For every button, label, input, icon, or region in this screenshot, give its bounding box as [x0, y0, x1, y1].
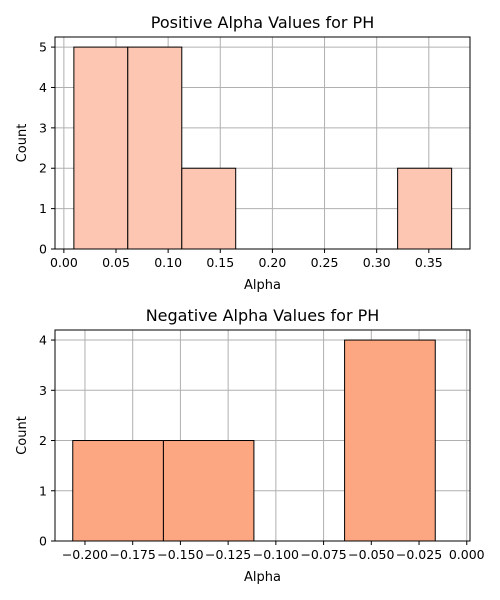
x-tick-label: 0.35 [415, 255, 443, 270]
x-axis-label: Alpha [244, 570, 281, 585]
y-tick-label: 4 [39, 80, 47, 95]
histogram-bar [397, 167, 453, 250]
y-tick-label: 4 [39, 333, 47, 348]
histogram-bar [344, 339, 436, 542]
x-tick-label: 0.00 [50, 255, 78, 270]
x-tick-label: 0.20 [258, 255, 286, 270]
histogram-bar [181, 167, 237, 250]
negative-alpha-chart: −0.200 −0.175 −0.150 −0.125 −0.100 −0.075 −0.0… [15, 306, 485, 585]
x-tick-label: 0.30 [363, 255, 391, 270]
y-tick-label: 2 [39, 433, 47, 448]
bars [72, 339, 436, 542]
x-tick-label: 0.05 [102, 255, 130, 270]
x-tick-label: 0.25 [311, 255, 339, 270]
y-tick-label: 0 [39, 534, 47, 549]
bars [73, 46, 453, 250]
axes-frame [54, 36, 471, 250]
histogram-bar [127, 46, 183, 250]
axes-frame [54, 329, 471, 542]
histogram-bar [72, 440, 164, 542]
x-axis-label: Alpha [244, 278, 281, 293]
x-tick-label: −0.050 [348, 547, 394, 562]
histogram-bar [162, 440, 255, 542]
x-tick-label: −0.200 [62, 547, 108, 562]
y-tick-label: 5 [39, 40, 47, 55]
x-tick-label: −0.100 [253, 547, 299, 562]
x-tick-label: −0.125 [205, 547, 251, 562]
y-axis-label: Count [15, 124, 30, 163]
x-tick-label: −0.075 [300, 547, 346, 562]
y-axis-label: Count [15, 416, 30, 455]
x-tick-label: −0.025 [396, 547, 442, 562]
chart-title: Positive Alpha Values for PH [151, 13, 374, 32]
y-tick-label: 0 [39, 242, 47, 257]
histogram-bar [73, 46, 129, 250]
x-tick-label: −0.175 [110, 547, 156, 562]
x-tick-label: 0.10 [154, 255, 182, 270]
y-tick-label: 2 [39, 161, 47, 176]
positive-alpha-chart: 0.00 0.05 0.10 0.15 0.20 0.25 0.30 0.35 0 1 2 3 4 5 Po… [15, 13, 471, 293]
x-tick-label: 0.000 [449, 547, 485, 562]
y-tick-label: 1 [39, 201, 47, 216]
y-tick-label: 3 [39, 120, 47, 135]
x-tick-label: 0.15 [206, 255, 234, 270]
chart-title: Negative Alpha Values for PH [146, 306, 380, 325]
y-tick-label: 3 [39, 383, 47, 398]
x-tick-label: −0.150 [157, 547, 203, 562]
y-tick-label: 1 [39, 483, 47, 498]
